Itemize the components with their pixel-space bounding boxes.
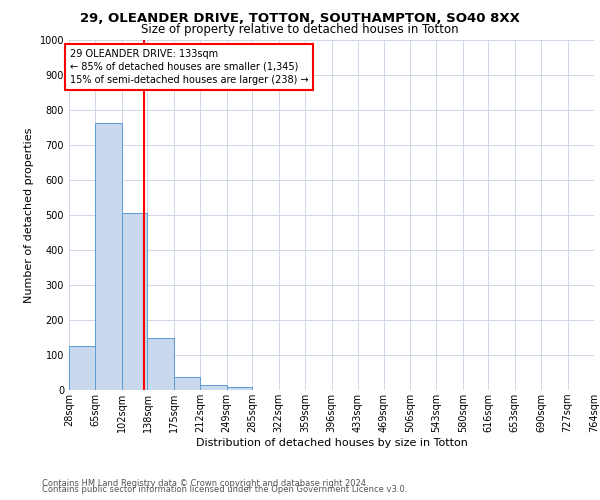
Bar bbox=[95, 124, 122, 390]
Bar bbox=[200, 385, 227, 390]
Text: 29, OLEANDER DRIVE, TOTTON, SOUTHAMPTON, SO40 8XX: 29, OLEANDER DRIVE, TOTTON, SOUTHAMPTON,… bbox=[80, 12, 520, 26]
Text: Contains HM Land Registry data © Crown copyright and database right 2024.: Contains HM Land Registry data © Crown c… bbox=[42, 478, 368, 488]
Bar bbox=[174, 377, 200, 390]
Bar bbox=[122, 212, 148, 390]
X-axis label: Distribution of detached houses by size in Totton: Distribution of detached houses by size … bbox=[196, 438, 467, 448]
Text: Size of property relative to detached houses in Totton: Size of property relative to detached ho… bbox=[141, 22, 459, 36]
Bar bbox=[69, 346, 95, 390]
Text: Contains public sector information licensed under the Open Government Licence v3: Contains public sector information licen… bbox=[42, 485, 407, 494]
Y-axis label: Number of detached properties: Number of detached properties bbox=[24, 128, 34, 302]
Bar bbox=[227, 387, 253, 390]
Text: 29 OLEANDER DRIVE: 133sqm
← 85% of detached houses are smaller (1,345)
15% of se: 29 OLEANDER DRIVE: 133sqm ← 85% of detac… bbox=[70, 49, 308, 85]
Bar bbox=[148, 338, 174, 390]
